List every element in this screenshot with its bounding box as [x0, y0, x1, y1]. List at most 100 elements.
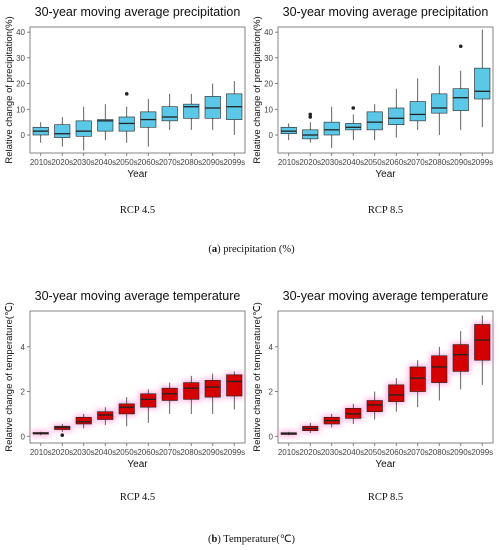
box-iqr [323, 121, 340, 136]
box-2060s [388, 88, 405, 138]
outlier-point [308, 112, 313, 117]
box-iqr [75, 120, 92, 137]
box-iqr [226, 374, 243, 397]
y-tick-label: 0 [21, 131, 26, 140]
x-tick-label: 2040s [342, 158, 364, 167]
box-iqr [140, 393, 157, 408]
box-2080s [183, 93, 200, 130]
x-tick-label: 2099s [223, 158, 245, 167]
x-tick-label: 2040s [94, 448, 116, 457]
x-tick-label: 2090s [450, 448, 472, 457]
box-2090s [203, 373, 223, 414]
box-iqr [474, 324, 491, 361]
y-tick-label: 2 [269, 388, 274, 397]
box-2070s [408, 360, 428, 408]
box-2070s [160, 382, 180, 414]
box-2060s [138, 389, 158, 423]
chart-title: 30-year moving average temperature [35, 289, 241, 303]
y-axis-label: Relative change of precipitation(%) [252, 16, 263, 163]
box-2010s [32, 122, 49, 143]
x-tick-label: 2070s [407, 158, 429, 167]
x-tick-label: 2040s [342, 448, 364, 457]
box-iqr [366, 400, 383, 412]
box-2070s [409, 78, 426, 130]
box-2080s [429, 346, 449, 401]
y-tick-label: 4 [21, 343, 26, 352]
scenario-label: RCP 8.5 [368, 205, 403, 216]
box-2070s [161, 93, 178, 130]
y-tick-label: 10 [16, 105, 25, 114]
scenario-label: RCP 8.5 [368, 492, 403, 503]
x-tick-label: 2010s [278, 158, 300, 167]
x-tick-label: 2030s [73, 158, 95, 167]
y-axis-label: Relative change of temperature(℃) [4, 302, 15, 452]
box-2050s [365, 391, 385, 420]
outlier-point [60, 433, 65, 437]
box-iqr [118, 403, 135, 415]
box-iqr [431, 93, 448, 114]
y-tick-label: 0 [269, 432, 274, 441]
x-tick-label: 2020s [51, 448, 73, 457]
box-2020s [302, 112, 319, 143]
outlier-point [351, 106, 356, 110]
box-iqr [452, 88, 469, 111]
caption-a: (a) precipitation (%) [208, 244, 295, 255]
x-tick-label: 2099s [471, 448, 493, 457]
outlier-point [124, 92, 129, 96]
box-iqr [161, 106, 178, 122]
box-iqr [409, 101, 426, 122]
box-2030s [322, 413, 342, 428]
box-2099s [472, 315, 492, 385]
x-tick-label: 2020s [299, 448, 321, 457]
y-tick-label: 10 [264, 105, 273, 114]
chart-title: 30-year moving average precipitation [35, 5, 241, 19]
box-2099s [224, 371, 244, 410]
chart-temp-rcp85: 30-year moving average temperature 0 2 4 201… [252, 289, 494, 503]
chart-precip-rcp45: 30-year moving average precipitation 0 10 2… [4, 5, 246, 216]
y-tick-label: 2 [21, 388, 26, 397]
chart-precip-rcp85: 30-year moving average precipitation 0 10 2… [252, 5, 494, 216]
x-axis-label: Year [127, 459, 148, 470]
plot-frame [277, 310, 494, 444]
box-2010s [280, 123, 297, 141]
x-tick-label: 2030s [73, 448, 95, 457]
x-tick-label: 2040s [94, 158, 116, 167]
box-2030s [75, 106, 92, 151]
box-2090s [204, 83, 221, 130]
box-2050s [117, 397, 137, 427]
x-tick-label: 2090s [202, 158, 224, 167]
box-iqr [388, 384, 405, 402]
box-iqr [183, 382, 200, 400]
x-axis-label: Year [375, 459, 396, 470]
box-2040s [95, 407, 115, 426]
x-tick-label: 2070s [407, 448, 429, 457]
x-tick-label: 2050s [364, 448, 386, 457]
box-2060s [140, 99, 157, 147]
outlier-point [308, 115, 313, 119]
box-2010s [31, 430, 51, 437]
x-tick-label: 2060s [137, 448, 159, 457]
y-tick-label: 30 [16, 54, 25, 63]
box-iqr [431, 355, 448, 383]
x-tick-label: 2010s [30, 448, 52, 457]
x-tick-label: 2050s [116, 158, 138, 167]
y-tick-label: 40 [264, 28, 273, 37]
box-iqr [54, 124, 71, 138]
box-2030s [74, 413, 94, 429]
box-2020s [52, 423, 72, 437]
x-tick-label: 2060s [137, 158, 159, 167]
x-tick-label: 2080s [180, 448, 202, 457]
box-2040s [345, 106, 362, 141]
box-2060s [386, 378, 406, 412]
plot-frame [29, 310, 246, 444]
box-2020s [300, 422, 320, 433]
box-iqr [204, 380, 221, 398]
box-2040s [343, 403, 363, 424]
plot-frame [277, 26, 494, 154]
x-tick-label: 2080s [428, 158, 450, 167]
box-2030s [323, 106, 340, 148]
box-iqr [183, 103, 200, 119]
x-tick-label: 2090s [202, 448, 224, 457]
box-2080s [181, 375, 201, 414]
